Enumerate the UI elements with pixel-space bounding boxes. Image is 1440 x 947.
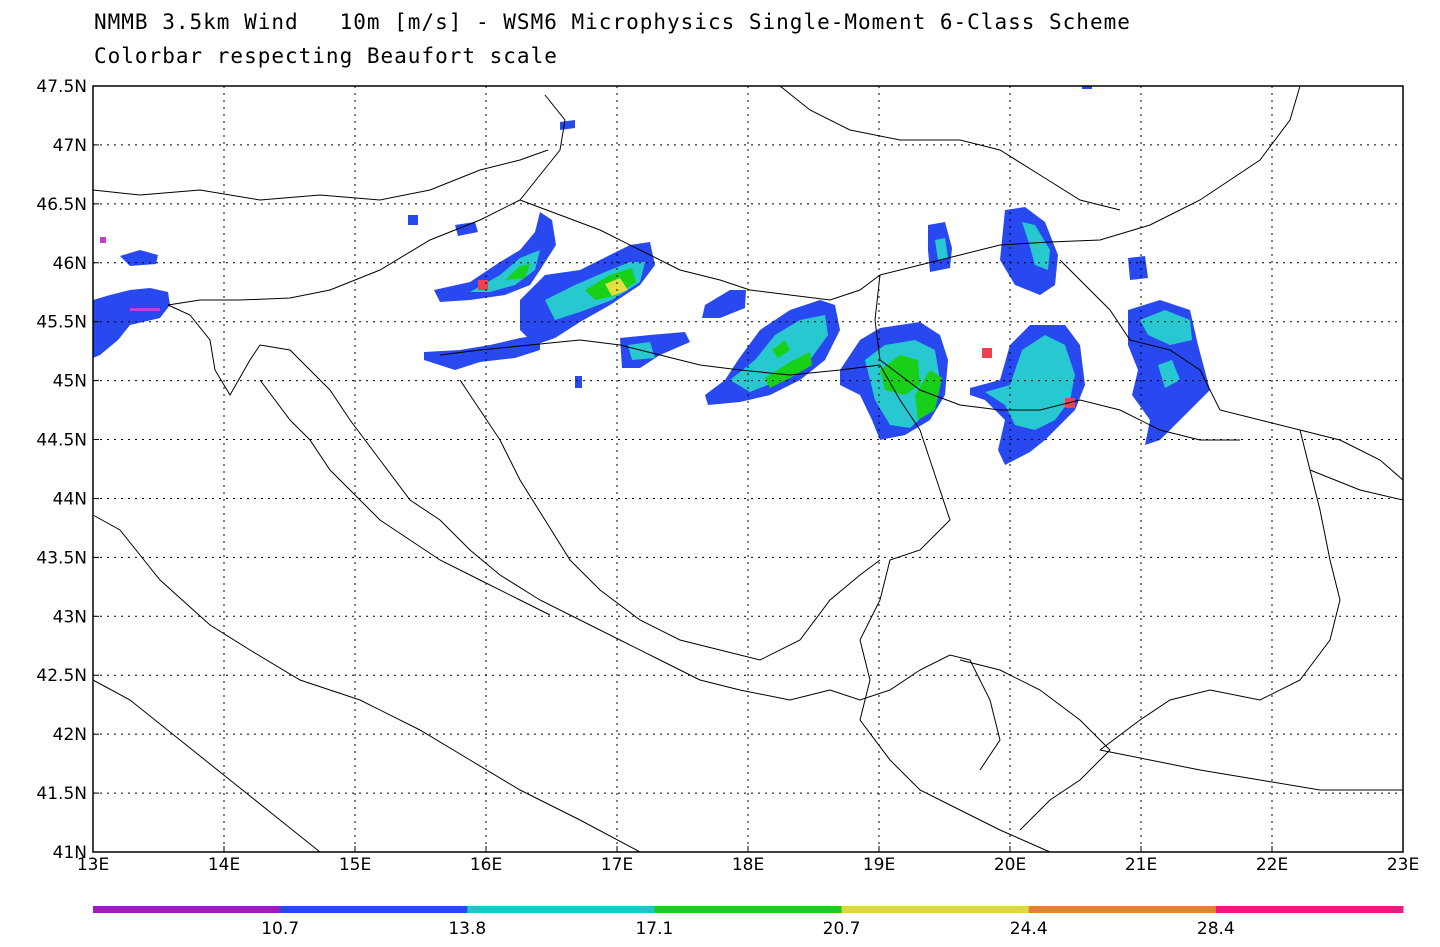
wind-area-green <box>505 264 530 280</box>
colorbar: 10.7 13.8 17.1 20.7 24.4 28.4 <box>93 906 1404 939</box>
colorbar-label: 10.7 <box>261 919 299 939</box>
colorbar-label: 24.4 <box>1010 919 1048 939</box>
colorbar-segment <box>93 906 281 913</box>
border-bosnia-serbia <box>859 364 1051 853</box>
lon-tick-label: 15E <box>339 855 371 875</box>
lon-tick-label: 19E <box>863 855 895 875</box>
lat-tick-label: 47N <box>53 136 87 156</box>
wind-field <box>93 86 1210 465</box>
coastline-italy <box>92 679 321 853</box>
border-serbia-bulgaria <box>1099 429 1341 751</box>
map-subtitle: Colorbar respecting Beaufort scale <box>94 44 558 68</box>
wind-area-blue <box>93 288 170 358</box>
lat-tick-label: 45N <box>53 372 87 392</box>
wind-area-blue <box>560 120 575 130</box>
wind-area-blue <box>1000 207 1058 295</box>
border-greece <box>1099 749 1403 791</box>
lon-tick-label: 13E <box>77 855 109 875</box>
wind-area-cyan <box>1140 310 1192 345</box>
wind-area-blue <box>1128 256 1148 280</box>
wind-area-blue <box>434 212 556 302</box>
wind-area-cyan <box>935 238 948 260</box>
lon-tick-label: 23E <box>1387 855 1419 875</box>
border-romania-bulgaria <box>1309 469 1404 501</box>
wind-area-green <box>765 352 812 388</box>
colorbar-segment <box>1215 906 1404 913</box>
wind-area-blue <box>455 222 478 236</box>
lon-tick-label: 20E <box>994 855 1026 875</box>
colorbar-label: 13.8 <box>448 919 486 939</box>
wind-area-green <box>772 340 790 358</box>
border-serbia-hungary <box>879 85 1301 276</box>
colorbar-segment <box>841 906 1030 913</box>
colorbar-label: 28.4 <box>1197 919 1235 939</box>
border-croatia-hungary <box>519 199 881 301</box>
wind-area-blue <box>408 215 418 225</box>
lat-tick-label: 43N <box>53 607 87 627</box>
country-borders <box>92 85 1404 853</box>
colorbar-segment <box>1028 906 1217 913</box>
wind-area-green <box>915 370 942 420</box>
border-serbia-romania <box>1059 259 1404 481</box>
wind-area-blue <box>120 250 158 266</box>
wind-area-cyan <box>985 335 1075 430</box>
coastline-adriatic <box>92 514 641 853</box>
border-austria-slovenia <box>92 149 549 201</box>
map-title: NMMB 3.5km Wind 10m [m/s] - WSM6 Microph… <box>94 10 1131 34</box>
wind-area-blue <box>702 290 746 318</box>
lat-tick-label: 42.5N <box>36 666 87 686</box>
wind-area-cyan <box>1022 222 1050 270</box>
border-hungary-slovakia <box>779 85 1121 211</box>
wind-area-purple <box>130 308 160 311</box>
lon-tick-label: 14E <box>208 855 240 875</box>
wind-area-red <box>478 280 488 290</box>
lat-tick-label: 44.5N <box>36 431 87 451</box>
lat-tick-label: 46.5N <box>36 195 87 215</box>
lat-tick-label: 41.5N <box>36 784 87 804</box>
lat-tick-label: 42N <box>53 725 87 745</box>
border-montenegro <box>829 654 1001 771</box>
border-bosnia-south <box>459 379 881 661</box>
colorbar-label: 20.7 <box>823 919 861 939</box>
lon-tick-label: 18E <box>732 855 764 875</box>
colorbar-segment <box>654 906 843 913</box>
lon-tick-label: 16E <box>470 855 502 875</box>
border-croatia-bosnia <box>439 339 881 376</box>
colorbar-segment <box>467 906 655 913</box>
graticule <box>93 86 1403 852</box>
longitude-axis: 13E 14E 15E 16E 17E 18E 19E 20E 21E 22E 23E <box>77 846 1419 875</box>
latitude-axis: 47.5N 47N 46.5N 46N 45.5N 45N 44.5N 44N 43.5N 43N… <box>36 77 99 863</box>
border-slovenia-croatia <box>167 94 566 306</box>
wind-area-yellow <box>605 278 628 296</box>
lon-tick-label: 22E <box>1256 855 1288 875</box>
wind-area-blue <box>424 335 540 370</box>
lat-tick-label: 43.5N <box>36 548 87 568</box>
colorbar-label: 17.1 <box>635 919 673 939</box>
lon-tick-label: 21E <box>1125 855 1157 875</box>
wind-area-cyan <box>470 250 540 292</box>
lat-tick-label: 46N <box>53 254 87 274</box>
lat-tick-label: 44N <box>53 489 87 509</box>
coastline-istria <box>167 304 831 701</box>
lat-tick-label: 47.5N <box>36 77 87 97</box>
coastline-islands <box>259 379 551 616</box>
wind-area-red <box>982 348 992 358</box>
wind-area-cyan <box>628 342 655 360</box>
border-kosovo-macedonia <box>959 659 1111 831</box>
lat-tick-label: 45.5N <box>36 313 87 333</box>
wind-area-purple <box>100 237 106 243</box>
wind-area-cyan <box>1158 360 1180 388</box>
lon-tick-label: 17E <box>601 855 633 875</box>
lat-tick-label: 41N <box>53 843 87 863</box>
wind-area-blue <box>575 376 582 388</box>
colorbar-segment <box>280 906 468 913</box>
